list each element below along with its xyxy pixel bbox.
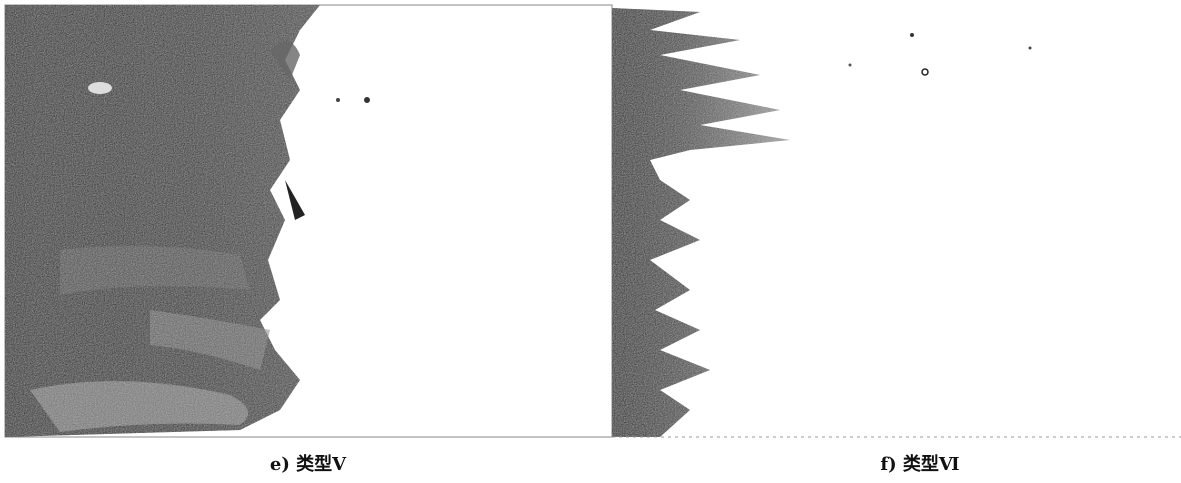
figure-images xyxy=(4,4,1181,438)
caption-f: f) 类型Ⅵ xyxy=(880,454,960,475)
image-type-vi xyxy=(612,8,1181,438)
image-type-v xyxy=(4,4,613,438)
caption-e: e) 类型Ⅴ xyxy=(269,454,347,475)
